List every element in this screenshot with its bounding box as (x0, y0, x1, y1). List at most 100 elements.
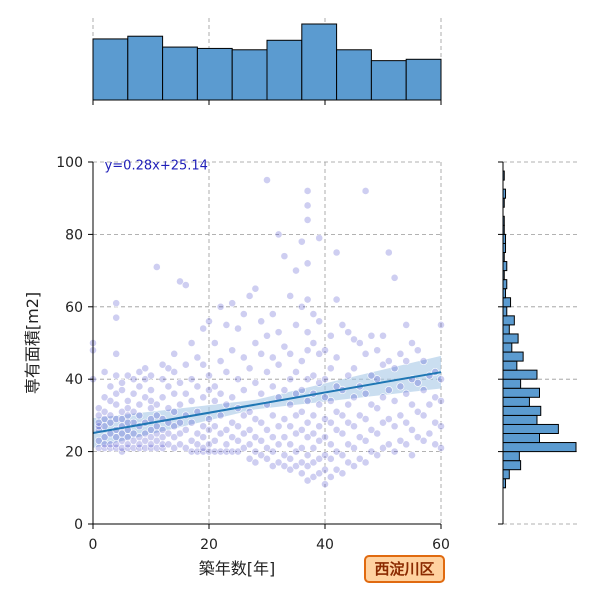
scatter-point (344, 400, 353, 409)
scatter-point (118, 378, 126, 387)
scatter-point (222, 320, 231, 329)
scatter-point (344, 418, 353, 427)
scatter-point (297, 407, 306, 416)
scatter-point (315, 469, 324, 478)
scatter-point (187, 436, 196, 445)
scatter-point (239, 353, 248, 362)
scatter-point (373, 429, 382, 438)
scatter-point (199, 422, 208, 431)
x-tick-label: 20 (200, 537, 218, 553)
scatter-point (257, 436, 266, 445)
scatter-point (373, 404, 382, 413)
scatter-point (390, 364, 399, 373)
scatter-point (384, 440, 393, 449)
scatter-point (292, 368, 300, 376)
scatter-point (205, 425, 213, 434)
scatter-point (176, 440, 184, 449)
histogram-y-bar (502, 306, 508, 317)
scatter-point (303, 216, 312, 224)
scatter-point (118, 386, 126, 394)
scatter-point (94, 436, 103, 445)
scatter-point (321, 415, 329, 423)
scatter-point (239, 444, 248, 452)
scatter-point (350, 444, 358, 452)
scatter-point (135, 411, 144, 420)
scatter-point (263, 454, 271, 463)
scatter-point (390, 447, 399, 456)
scatter-point (106, 411, 115, 420)
scatter-point (176, 418, 184, 427)
scatter-point (112, 400, 121, 409)
scatter-point (280, 342, 289, 351)
scatter-point (437, 444, 445, 452)
scatter-point (112, 389, 121, 398)
scatter-point (245, 292, 254, 300)
scatter-point (193, 382, 202, 391)
scatter-point (251, 415, 260, 423)
scatter-point (303, 418, 312, 427)
y-tick-label: 100 (56, 155, 83, 171)
scatter-point (309, 473, 318, 481)
scatter-point (257, 317, 266, 326)
scatter-point (326, 364, 335, 373)
scatter-point (390, 422, 399, 431)
scatter-point (147, 425, 155, 434)
scatter-point (239, 310, 248, 318)
scatter-point (263, 331, 271, 340)
scatter-point (176, 378, 184, 387)
scatter-point (396, 349, 405, 358)
scatter-point (100, 393, 109, 402)
scatter-point (158, 375, 167, 384)
scatter-point (419, 436, 428, 445)
scatter-point (367, 331, 376, 340)
scatter-point (338, 411, 347, 420)
scatter-point (315, 422, 324, 431)
scatter-point (350, 335, 358, 344)
histogram-x-bar (301, 23, 338, 101)
scatter-point (355, 339, 364, 347)
scatter-point (413, 407, 422, 416)
scatter-point (135, 368, 144, 376)
scatter-point (315, 454, 324, 463)
scatter-point (176, 277, 184, 286)
scatter-point (384, 415, 393, 423)
scatter-point (100, 368, 109, 376)
scatter-point (286, 422, 295, 431)
y-tick-label: 80 (65, 227, 83, 243)
scatter-point (123, 397, 132, 405)
scatter-point (187, 375, 196, 384)
scatter-point (228, 299, 237, 308)
y-axis-title: 専有面積[m2] (23, 292, 42, 394)
scatter-point (141, 375, 150, 384)
scatter-point (280, 415, 289, 423)
scatter-point (158, 360, 167, 369)
scatter-point (187, 397, 196, 405)
scatter-point (280, 433, 289, 442)
scatter-point (326, 418, 335, 427)
scatter-point (181, 425, 190, 434)
scatter-point (274, 230, 283, 239)
scatter-point (112, 349, 121, 358)
scatter-point (396, 411, 405, 420)
scatter-point (274, 422, 283, 431)
histogram-x-bar (405, 58, 442, 101)
histogram-y-bar (502, 324, 510, 335)
scatter-point (257, 451, 266, 460)
scatter-point (431, 393, 440, 402)
scatter-point (350, 364, 358, 373)
histogram-y-bar (502, 423, 559, 435)
scatter-point (147, 386, 155, 394)
scatter-point (123, 371, 132, 380)
scatter-point (321, 480, 329, 489)
scatter-point (118, 407, 126, 416)
scatter-point (292, 266, 300, 275)
scatter-point (187, 447, 196, 456)
scatter-point (268, 433, 277, 442)
scatter-point (373, 375, 382, 384)
scatter-point (164, 440, 173, 449)
scatter-point (216, 429, 225, 438)
scatter-point (437, 397, 445, 405)
scatter-point (205, 415, 213, 423)
scatter-point (303, 433, 312, 442)
scatter-point (239, 429, 248, 438)
